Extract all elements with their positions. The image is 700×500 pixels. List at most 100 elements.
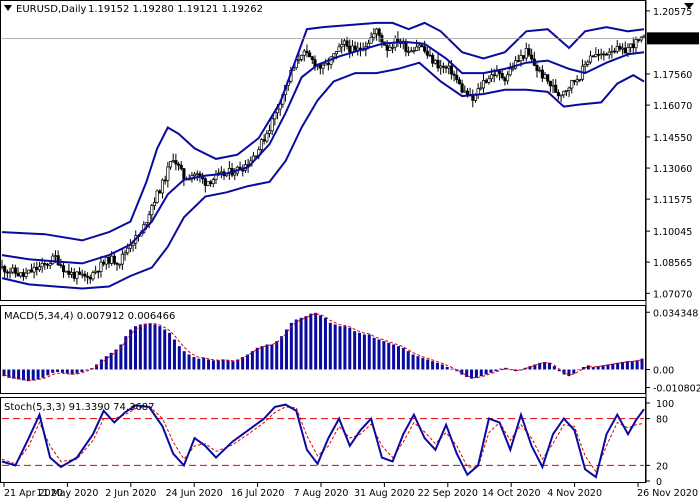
candle-down xyxy=(602,53,606,56)
macd-histogram-bar xyxy=(133,326,138,370)
macd-histogram-bar xyxy=(586,365,590,370)
symbol-label: EURUSD,Daily xyxy=(16,4,87,15)
candle-up xyxy=(340,44,344,48)
candle-up xyxy=(27,269,31,274)
candle-up xyxy=(126,247,130,254)
macd-histogram-bar xyxy=(396,346,400,370)
macd-histogram-bar xyxy=(499,368,503,370)
candle-down xyxy=(637,39,641,41)
candle-up xyxy=(369,36,373,44)
macd-histogram-bar xyxy=(36,369,40,380)
candle-down xyxy=(377,28,381,36)
candle-up xyxy=(615,45,619,52)
price-scale: 1.20575 1.17560 1.16070 1.14550 1.13060 1.115… xyxy=(646,7,700,488)
macd-histogram-bar xyxy=(246,354,250,370)
candle-up xyxy=(32,267,36,273)
time-tick-label: 2 Jun 2020 xyxy=(105,488,156,499)
macd-histogram-bar xyxy=(41,369,45,378)
macd-histogram-bar xyxy=(323,317,327,370)
macd-histogram-bar xyxy=(392,344,396,370)
macd-histogram-bar xyxy=(621,362,625,370)
candle-up xyxy=(160,179,165,194)
macd-histogram-bar xyxy=(523,367,527,370)
candle-up xyxy=(75,271,79,279)
candle-down xyxy=(420,44,424,47)
candle-down xyxy=(457,79,461,85)
time-tick-label: 16 Jul 2020 xyxy=(231,488,285,499)
candle-down xyxy=(182,168,186,180)
current-price-marker xyxy=(647,32,699,45)
macd-histogram-bar xyxy=(635,360,639,370)
candle-down xyxy=(484,80,488,83)
macd-histogram-bar xyxy=(294,319,298,370)
candle-up xyxy=(481,80,486,89)
collapse-triangle-icon[interactable] xyxy=(4,5,12,11)
candle-down xyxy=(423,46,427,52)
macd-histogram-bar xyxy=(572,369,576,374)
macd-histogram-bar xyxy=(12,369,16,379)
macd-histogram-bar xyxy=(2,369,6,377)
candle-down xyxy=(613,50,617,53)
macd-plot xyxy=(2,312,644,382)
candle-down xyxy=(431,54,435,64)
macd-tick-label: 0.034348 xyxy=(653,308,698,319)
candle-up xyxy=(551,84,555,87)
candle-up xyxy=(366,42,371,47)
macd-histogram-bar xyxy=(153,324,157,370)
macd-histogram-bar xyxy=(138,324,142,370)
macd-histogram-bar xyxy=(606,364,610,370)
candle-down xyxy=(503,77,507,82)
macd-histogram-bar xyxy=(479,369,483,377)
candle-down xyxy=(67,270,71,275)
candle-down xyxy=(631,43,635,49)
macd-histogram-bar xyxy=(543,362,547,370)
macd-label: MACD(5,34,4) 0.007912 0.006466 xyxy=(4,311,175,322)
candle-down xyxy=(498,71,502,74)
scroll-right-triangle-icon[interactable] xyxy=(684,3,694,9)
candle-down xyxy=(59,264,63,267)
candle-down xyxy=(455,74,459,81)
macd-histogram-bar xyxy=(362,334,366,370)
candle-up xyxy=(321,64,325,69)
candle-down xyxy=(177,163,181,166)
macd-histogram-bar xyxy=(616,362,620,370)
candle-up xyxy=(463,90,467,93)
macd-histogram-bar xyxy=(596,366,600,370)
macd-histogram-bar xyxy=(202,357,206,370)
candle-up xyxy=(120,253,124,265)
macd-histogram-bar xyxy=(533,364,537,370)
candle-up xyxy=(564,89,568,92)
bollinger-lower xyxy=(1,61,645,290)
candle-up xyxy=(559,94,563,97)
stoch-tick-label: 20 xyxy=(656,461,668,472)
macd-histogram-bar xyxy=(187,354,191,370)
macd-histogram-bar xyxy=(168,332,172,370)
candle-up xyxy=(91,272,95,280)
candle-up xyxy=(80,273,84,276)
candle-up xyxy=(118,263,122,266)
macd-histogram-bar xyxy=(109,352,113,370)
candle-up xyxy=(193,173,197,177)
candle-up xyxy=(583,63,587,67)
macd-histogram-bar xyxy=(504,367,508,370)
candle-up xyxy=(265,133,269,142)
stoch-signal-line xyxy=(1,405,645,473)
time-tick-label: 14 Oct 2020 xyxy=(482,488,541,499)
candle-down xyxy=(345,40,349,47)
macd-histogram-bar xyxy=(528,366,532,370)
candle-up xyxy=(171,160,175,162)
candle-up xyxy=(123,252,127,255)
main-pane-frame xyxy=(0,0,646,301)
candle-up xyxy=(495,71,499,76)
candle-down xyxy=(35,267,39,271)
candle-up xyxy=(543,74,547,79)
candle-down xyxy=(21,272,25,277)
macd-histogram-bar xyxy=(358,332,362,370)
candle-up xyxy=(489,74,494,80)
price-tick-label: 1.10045 xyxy=(653,227,692,238)
candle-up xyxy=(147,214,151,224)
macd-histogram-bar xyxy=(114,349,118,370)
candle-up xyxy=(487,78,491,83)
macd-tick-label: -0.010802 xyxy=(653,384,700,395)
